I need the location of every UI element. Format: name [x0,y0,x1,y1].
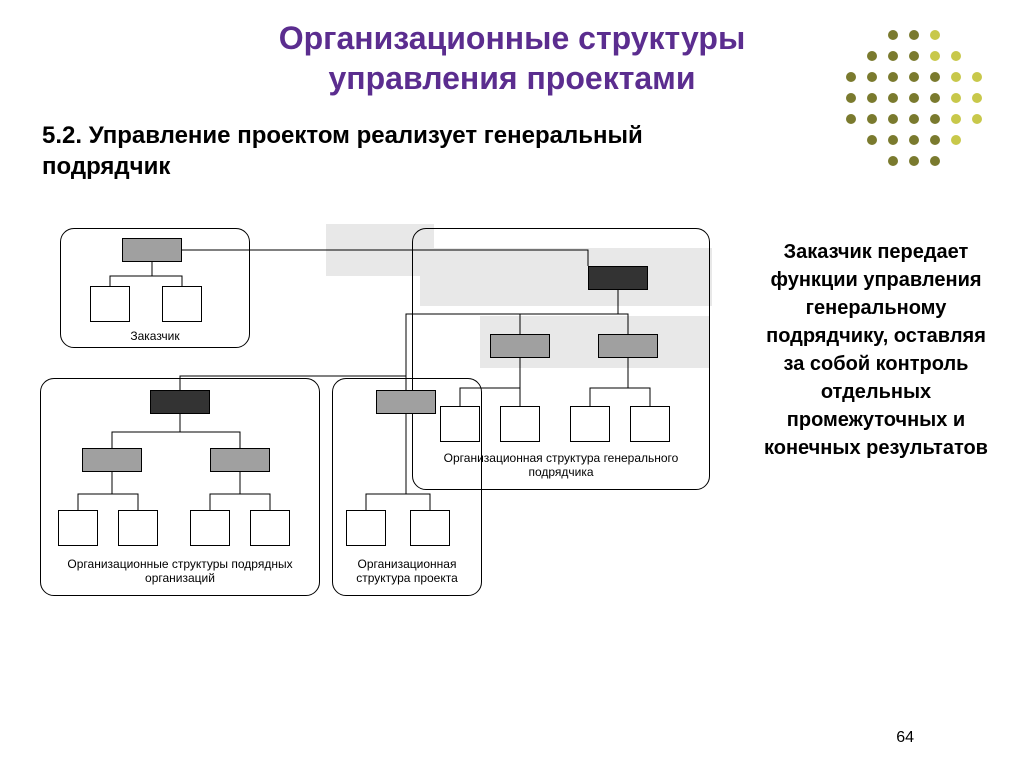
dot [930,135,940,145]
dot [846,93,856,103]
node-gen_b2 [500,406,540,442]
dot [846,72,856,82]
dot [888,93,898,103]
node-sub_b1 [58,510,98,546]
dot [867,135,877,145]
node-gen_b1 [440,406,480,442]
dot [888,72,898,82]
dot [909,72,919,82]
dot [972,93,982,103]
dot [930,51,940,61]
node-proj_b2 [410,510,450,546]
dot [867,72,877,82]
dot [888,30,898,40]
slide-subtitle: 5.2. Управление проектом реализует генер… [0,98,740,182]
dot [951,114,961,124]
dot [909,93,919,103]
dot [909,51,919,61]
node-sub_b3 [190,510,230,546]
dot [909,156,919,166]
dot [909,30,919,40]
dot [888,51,898,61]
group-label-subcontractors: Организационные структуры подрядных орга… [46,558,314,586]
node-gen_m1 [490,334,550,358]
node-gen_top [588,266,648,290]
page-number: 64 [896,729,914,747]
dot [909,135,919,145]
node-proj_b1 [346,510,386,546]
dot [867,93,877,103]
dot [930,93,940,103]
node-cust_r [162,286,202,322]
node-sub_b4 [250,510,290,546]
dot [909,114,919,124]
dot [930,156,940,166]
group-label-customer: Заказчик [66,330,244,344]
dot [867,114,877,124]
dot [951,51,961,61]
dot [846,114,856,124]
group-label-project: Организационная структура проекта [338,558,476,586]
dot [930,30,940,40]
node-sub_m1 [82,448,142,472]
node-gen_m2 [598,334,658,358]
dot [930,72,940,82]
node-sub_b2 [118,510,158,546]
dot [951,72,961,82]
node-cust_l [90,286,130,322]
group-label-general: Организационная структура генерального п… [418,452,704,480]
node-sub_m2 [210,448,270,472]
node-sub_top [150,390,210,414]
dot [951,93,961,103]
node-gen_b3 [570,406,610,442]
dot [888,114,898,124]
dot [888,135,898,145]
org-diagram: Заказчик Организационные структуры подряд… [40,220,740,660]
decorative-dots [846,30,996,180]
node-cust_top [122,238,182,262]
description-text: Заказчик передает функции управления ген… [756,238,996,462]
dot [972,72,982,82]
dot [888,156,898,166]
dot [951,135,961,145]
dot [972,114,982,124]
dot [930,114,940,124]
dot [867,51,877,61]
node-gen_b4 [630,406,670,442]
node-proj_top [376,390,436,414]
